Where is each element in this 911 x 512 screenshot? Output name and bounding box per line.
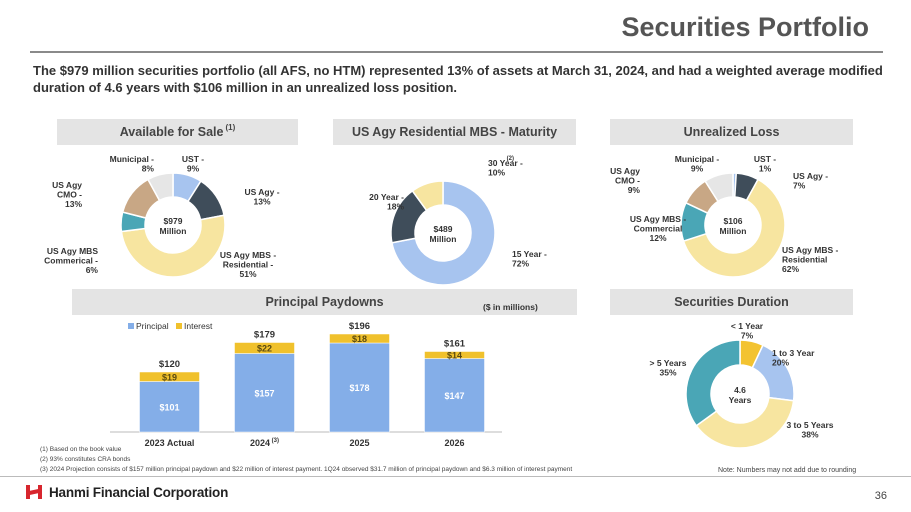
bar-value-label-interest-3: $14: [447, 351, 462, 361]
bar-principal-0: [139, 381, 200, 433]
paydowns-panel-header: Principal Paydowns: [72, 289, 577, 315]
category-label-1: 2024 (3): [250, 438, 279, 448]
page-number: 36: [874, 490, 887, 502]
company-logo: Hanmi Financial Corporation: [25, 484, 228, 500]
bar-interest-2: [329, 333, 390, 344]
loss-slice-2: [682, 178, 786, 278]
bar-value-label-principal-1: $157: [254, 388, 274, 398]
paydowns-units-label: ($ in millions): [483, 302, 538, 312]
mbs-slice-label-2: 30 Year -10% (2): [488, 156, 523, 178]
rounding-note: Note: Numbers may not add due to roundin…: [718, 467, 857, 474]
securities-duration-donut-chart: < 1 Year 7% 1 to 3 Year 20% 3 to 5 Years 38% >…: [650, 321, 834, 449]
loss-slice-5: [704, 172, 734, 203]
bar-total-label-0: $120: [159, 359, 180, 370]
bar-value-label-interest-2: $18: [352, 334, 367, 344]
loss-slice-label-2: US Agy MBS -Residential 62%: [782, 245, 839, 274]
bar-principal-1: [234, 353, 295, 433]
loss-panel-header: Unrealized Loss: [610, 119, 853, 145]
footnotes: (1) Based on the book value (2) 93% cons…: [40, 445, 572, 475]
afs-slice-5: [146, 172, 174, 202]
page-title: Securities Portfolio: [621, 12, 869, 42]
mbs-panel-header: US Agy Residential MBS - Maturity: [333, 119, 576, 145]
duration-center-label: 4.6 Years: [729, 385, 752, 405]
afs-donut-chart: UST -9% US Agy -13% US Agy MBS -Residentia…: [44, 154, 280, 279]
afs-center-label: $979 Million: [160, 216, 187, 236]
duration-slice-3: [685, 339, 741, 427]
footnote-3: (3) 2024 Projection consists of $157 mil…: [40, 466, 573, 473]
legend-label-1: Interest: [184, 321, 213, 331]
mbs-slice-label-1: 20 Year -18%: [369, 192, 404, 212]
afs-panel-header: Available for Sale (1): [57, 119, 298, 145]
intro-summary: The $979 million securities portfolio (a…: [33, 63, 883, 95]
principal-paydowns-bar-chart: Principal Interest $101 $19 $120 2023 Actual $…: [110, 321, 502, 448]
loss-center-label: $106 Million: [720, 216, 747, 236]
bar-principal-2: [329, 342, 390, 433]
bar-interest-0: [139, 371, 200, 382]
duration-slice-2: [695, 396, 795, 449]
title-divider: [30, 51, 883, 53]
afs-slice-2: [120, 214, 226, 278]
duration-slice-label-1: 1 to 3 Year 20%: [772, 348, 815, 368]
mbs-center-label: $489 Million: [430, 224, 457, 244]
mbs-maturity-donut-chart: 15 Year -72% 20 Year -18% 30 Year -10% (2)…: [369, 156, 547, 286]
loss-slice-label-5: Municipal -9%: [675, 154, 720, 174]
loss-slice-label-4: US Agy CMO -9%: [610, 166, 640, 195]
bar-total-label-2: $196: [349, 321, 370, 332]
bar-total-label-1: $179: [254, 330, 275, 341]
afs-slice-label-3: US Agy MBS Commerical -6%: [44, 246, 98, 275]
loss-slice-label-1: US Agy -7%: [793, 171, 828, 191]
loss-header-label: Unrealized Loss: [683, 125, 780, 139]
category-label-3: 2026: [444, 438, 464, 448]
bar-interest-1: [234, 342, 295, 354]
mbs-slice-label-0: 15 Year -72%: [512, 249, 547, 269]
afs-slice-label-4: US Agy CMO -13%: [52, 180, 82, 209]
footer-divider: [0, 476, 911, 477]
mbs-slice-0: [391, 180, 496, 286]
category-label-0: 2023 Actual: [145, 438, 195, 448]
legend-swatch-1: [176, 323, 182, 329]
afs-slice-label-0: UST -9%: [182, 154, 204, 174]
bar-principal-3: [424, 358, 485, 433]
category-label-2: 2025: [349, 438, 369, 448]
afs-header-footnote: (1): [225, 122, 236, 132]
legend-label-0: Principal: [136, 321, 169, 331]
bar-value-label-interest-0: $19: [162, 372, 177, 382]
bar-value-label-interest-1: $22: [257, 344, 272, 354]
afs-slice-label-2: US Agy MBS -Residential -51%: [220, 250, 277, 279]
hanmi-logo-icon: [26, 485, 42, 499]
afs-slice-label-5: Municipal -8%: [110, 154, 155, 174]
bar-interest-3: [424, 351, 485, 359]
footnote-1: (1) Based on the book value: [40, 446, 122, 453]
duration-panel-header: Securities Duration: [610, 289, 853, 315]
unrealized-loss-donut-chart: UST -1% US Agy -7% US Agy MBS -Residential…: [610, 154, 839, 278]
logo-text: Hanmi Financial Corporation: [49, 484, 229, 500]
bar-value-label-principal-2: $178: [349, 383, 369, 393]
mbs-header-label: US Agy Residential MBS - Maturity: [351, 125, 558, 139]
duration-slice-label-2: 3 to 5 Years 38%: [786, 420, 833, 440]
afs-header-label: Available for Sale: [119, 125, 224, 139]
duration-slice-label-3: > 5 Years 35%: [650, 358, 687, 378]
loss-slice-label-0: UST -1%: [754, 154, 776, 174]
afs-slice-label-1: US Agy -13%: [244, 187, 279, 207]
duration-slice-label-0: < 1 Year 7%: [731, 321, 764, 341]
loss-slice-label-3: US Agy MBS -Commercial 12%: [630, 214, 687, 243]
duration-header-label: Securities Duration: [674, 295, 789, 309]
legend-swatch-0: [128, 323, 134, 329]
bar-total-label-3: $161: [444, 339, 466, 350]
mbs-slice-2: [411, 180, 444, 212]
bar-value-label-principal-0: $101: [159, 402, 179, 412]
bar-value-label-principal-3: $147: [444, 391, 464, 401]
footnote-2: (2) 93% constitutes CRA bonds: [40, 456, 131, 463]
paydowns-header-label: Principal Paydowns: [265, 295, 384, 309]
